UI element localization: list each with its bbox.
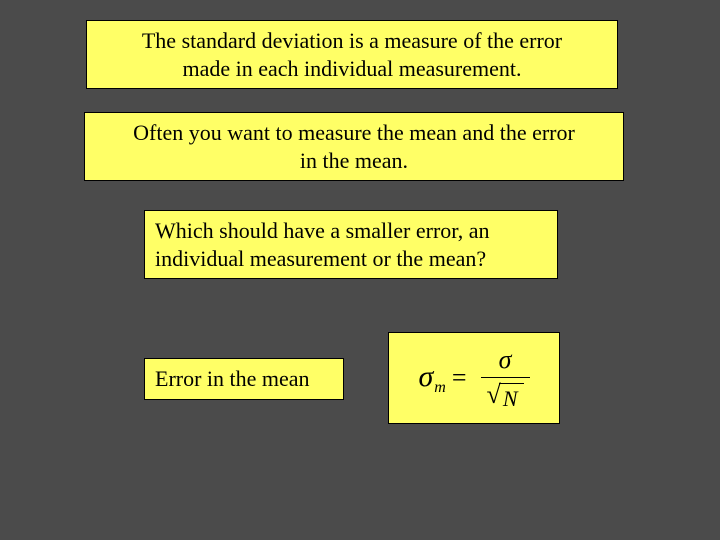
- radical-sign: √: [487, 382, 501, 408]
- text-line: Error in the mean: [155, 366, 310, 391]
- sigma-symbol: σ: [499, 345, 512, 374]
- text-line: in the mean.: [300, 148, 408, 173]
- formula-error-in-mean: σm = σ √ N: [388, 332, 560, 424]
- text-line: The standard deviation is a measure of t…: [142, 28, 562, 53]
- textbox-mean-error-intro: Often you want to measure the mean and t…: [84, 112, 624, 181]
- subscript-m: m: [433, 379, 446, 396]
- sigma-symbol: σ: [419, 360, 434, 393]
- text-line: Which should have a smaller error, an: [155, 218, 490, 243]
- textbox-error-in-mean-label: Error in the mean: [144, 358, 344, 400]
- formula-lhs: σm: [419, 360, 446, 397]
- fraction-denominator: √ N: [481, 378, 530, 412]
- textbox-std-dev-definition: The standard deviation is a measure of t…: [86, 20, 618, 89]
- textbox-question: Which should have a smaller error, an in…: [144, 210, 558, 279]
- fraction: σ √ N: [481, 345, 530, 412]
- text-line: individual measurement or the mean?: [155, 246, 486, 271]
- slide: The standard deviation is a measure of t…: [0, 0, 720, 540]
- equals-sign: =: [446, 363, 471, 393]
- radicand-n: N: [499, 383, 524, 412]
- fraction-numerator: σ: [481, 345, 530, 378]
- text-line: made in each individual measurement.: [182, 56, 521, 81]
- square-root: √ N: [487, 380, 524, 412]
- text-line: Often you want to measure the mean and t…: [133, 120, 575, 145]
